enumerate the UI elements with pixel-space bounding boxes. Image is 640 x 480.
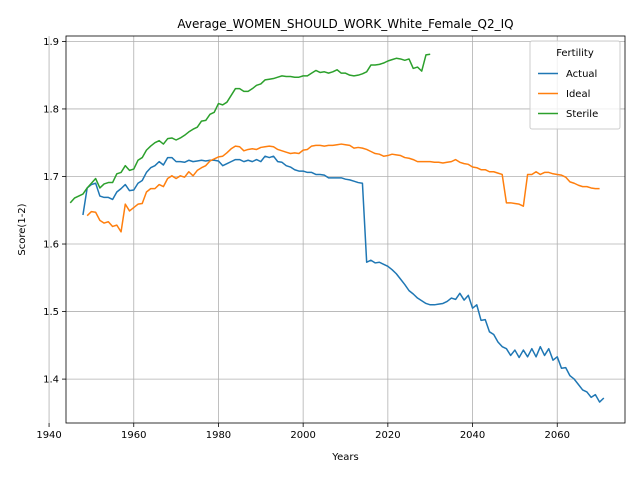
x-tick-label: 1960 [121,430,146,441]
series-line-actual [82,155,605,403]
y-tick-label: 1.6 [43,240,59,251]
y-tick-label: 1.5 [43,307,59,318]
grid [48,36,625,423]
legend: Fertility Actual Ideal Sterile [529,40,621,130]
x-tick-label: 2060 [545,430,570,441]
axis-ticks: 1940 1960 1980 2000 2020 2040 2060 1.4 1.5 1.6 1.7… [36,37,570,441]
x-tick-label: 1980 [206,430,231,441]
y-tick-label: 1.4 [43,375,59,386]
legend-label-sterile: Sterile [566,109,598,120]
x-tick-label: 2020 [375,430,400,441]
series-line-ideal [86,143,600,233]
legend-label-actual: Actual [566,69,597,80]
x-tick-label: 1940 [36,430,61,441]
y-tick-label: 1.9 [43,37,59,48]
chart-title: Average_WOMEN_SHOULD_WORK_White_Female_Q… [177,17,513,31]
y-tick-label: 1.8 [43,104,59,115]
legend-title: Fertility [556,48,594,59]
y-axis-label: Score(1-2) [17,203,28,255]
x-axis-label: Years [331,452,358,463]
series-lines [69,53,605,403]
x-tick-label: 2040 [460,430,485,441]
legend-label-ideal: Ideal [566,89,590,100]
series-line-sterile [69,53,431,204]
x-tick-label: 2000 [290,430,315,441]
y-tick-label: 1.7 [43,172,59,183]
plot-frame [65,35,626,424]
legend-box [529,40,621,130]
